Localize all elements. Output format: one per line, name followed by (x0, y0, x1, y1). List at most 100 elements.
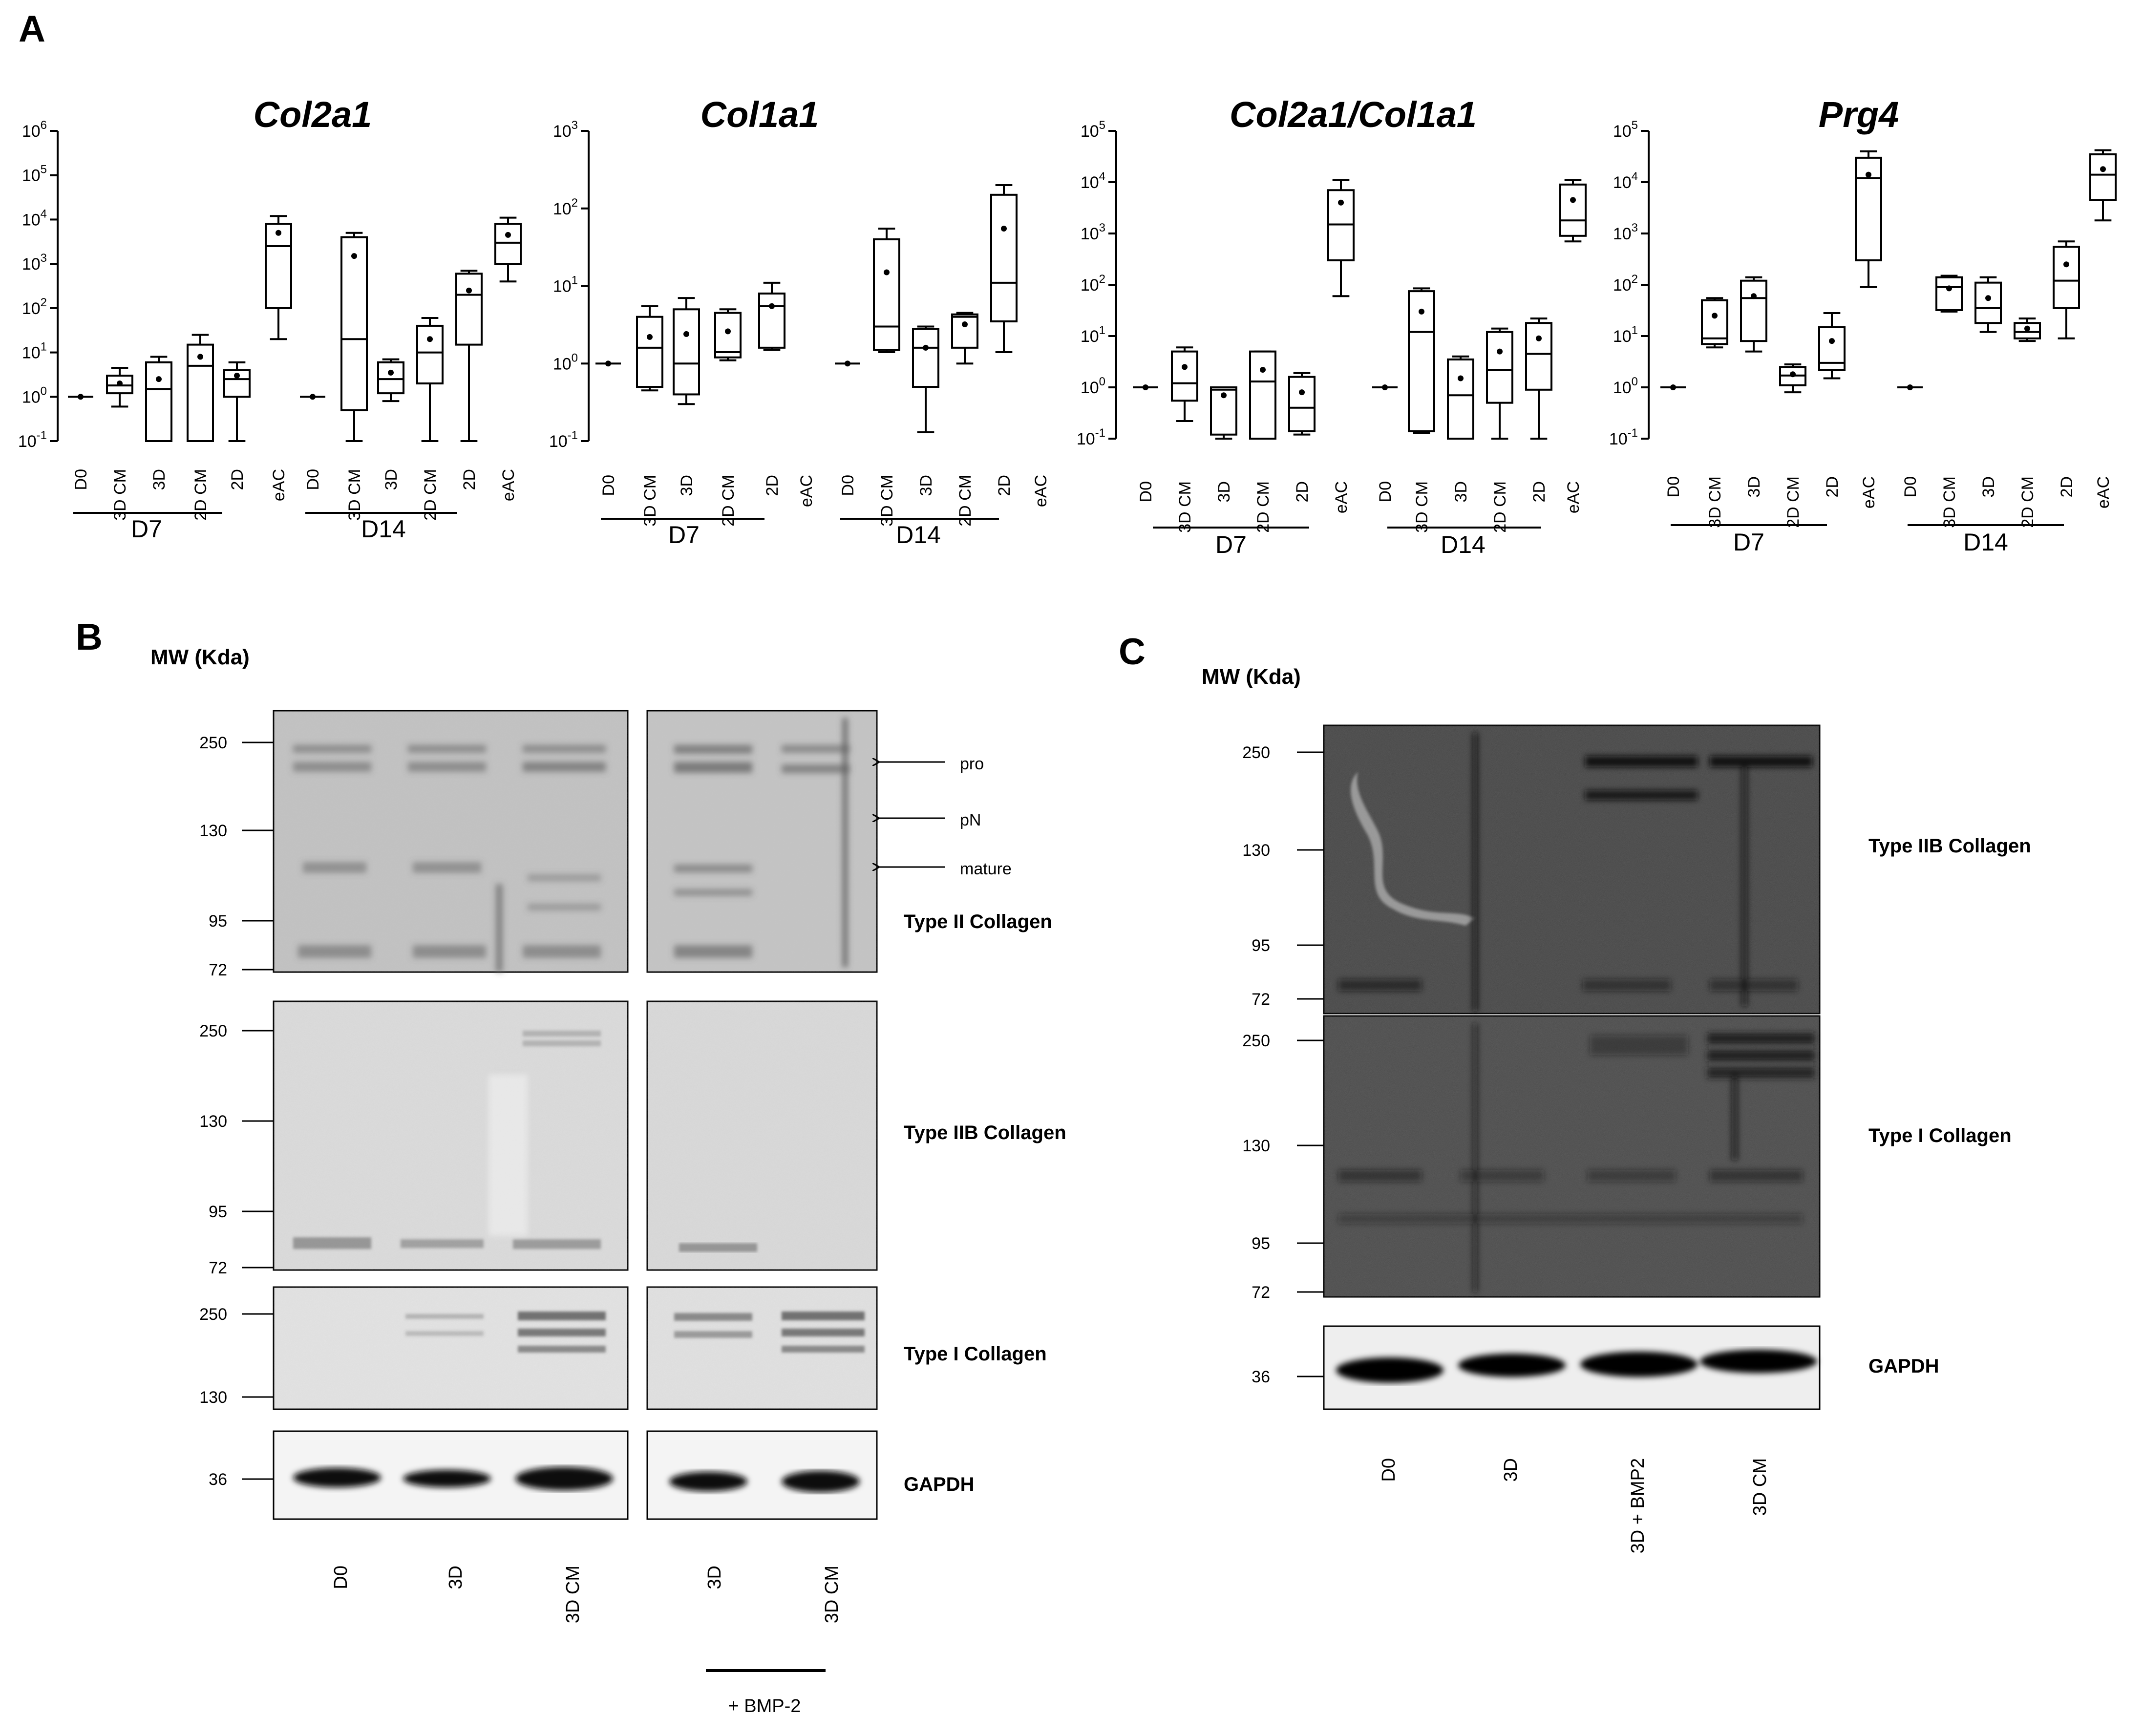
iqr-box (1486, 331, 1513, 404)
category-label: 2D (1530, 481, 1549, 502)
y-tick-label: 104 (22, 207, 47, 229)
y-tick-label: 104 (1081, 170, 1105, 192)
mean-dot (2100, 166, 2106, 172)
box-0 (68, 394, 93, 400)
mean-dot (2024, 325, 2030, 332)
mean-dot (505, 232, 511, 238)
category-label: D0 (1137, 481, 1155, 502)
mw-label: 72 (1252, 1283, 1270, 1302)
mw-label: 130 (199, 1112, 227, 1131)
box-4 (1288, 372, 1316, 436)
mean-dot (78, 394, 84, 400)
y-tick-label: 102 (1081, 273, 1105, 295)
iqr-box (2053, 246, 2080, 309)
group-label: D14 (1963, 529, 2008, 556)
mean-dot (683, 331, 689, 337)
box-6 (300, 394, 325, 400)
box-9 (2014, 318, 2041, 342)
group-label: D7 (1215, 531, 1247, 558)
box-9 (951, 312, 978, 365)
lane-label: D0 (331, 1566, 351, 1589)
category-label: 2D CM (1784, 476, 1803, 528)
mw-label: 95 (1252, 936, 1270, 955)
lane-label: 3D (446, 1566, 466, 1589)
box-0 (1660, 384, 1686, 390)
y-tick-label: 103 (1081, 221, 1105, 243)
y-tick-label: 102 (1613, 273, 1638, 295)
mean-dot (234, 373, 240, 379)
chart-title: Col2a1/Col1a1 (1230, 94, 1477, 135)
mean-dot (1382, 384, 1388, 390)
box-11 (2089, 149, 2117, 222)
category-label: eAC (2094, 476, 2113, 508)
label-type2-collagen-b: Type II Collagen (904, 911, 1052, 932)
box-5 (1327, 179, 1355, 297)
y-tick-label: 103 (22, 252, 47, 274)
category-label: 2D (228, 469, 247, 490)
mean-dot (1570, 197, 1576, 203)
iqr-box (873, 238, 900, 351)
blot-c-type1 (1323, 1015, 1821, 1298)
box-11 (1559, 179, 1587, 243)
lane-label: 3D (1501, 1458, 1521, 1482)
box-0 (1133, 384, 1158, 390)
y-tick-label: 104 (1613, 170, 1638, 192)
mw-label: 250 (199, 1022, 227, 1040)
arrow-label-pn: pN (960, 811, 981, 829)
mean-dot (769, 303, 775, 309)
blot-c-gapdh (1323, 1325, 1821, 1410)
y-tick-label: 100 (553, 351, 578, 373)
box-1 (106, 367, 133, 408)
label-type2b-collagen-c: Type IIB Collagen (1868, 835, 2031, 857)
mw-header-c: MW (Kda) (1202, 665, 1301, 689)
iqr-box (340, 236, 368, 411)
box-3 (187, 334, 214, 442)
category-label: eAC (1032, 475, 1050, 507)
label-gapdh-b: GAPDH (904, 1474, 974, 1495)
category-label: D0 (1901, 476, 1920, 497)
mean-dot (388, 369, 394, 376)
category-label: D0 (599, 475, 618, 496)
lane-label: 3D CM (563, 1566, 583, 1623)
y-tick-label: 101 (1613, 324, 1638, 346)
blot-b-type2b-right (646, 1000, 878, 1271)
y-tick-label: 10-1 (1609, 426, 1638, 448)
y-tick-label: 10-1 (1077, 426, 1105, 448)
label-type1-collagen-b: Type I Collagen (904, 1343, 1047, 1365)
mean-dot (1985, 295, 1991, 301)
chart-2: Col2a1/Col1a1 10-1 100 101 102 103 104 105 D0 3D … (1077, 94, 1587, 558)
iqr-box (1974, 281, 2002, 324)
category-label: 2D (460, 469, 479, 490)
mean-dot (1907, 384, 1913, 390)
mw-label: 130 (199, 822, 227, 840)
box-8 (1974, 276, 2002, 333)
mean-dot (647, 334, 653, 340)
panel-label-b: B (76, 616, 103, 658)
mw-label: 36 (1252, 1368, 1270, 1386)
mean-dot (1712, 313, 1718, 319)
box-10 (455, 270, 483, 442)
category-label: eAC (499, 469, 518, 501)
mean-dot (351, 253, 357, 259)
category-label: 2D CM (1254, 481, 1273, 533)
mean-dot (884, 269, 890, 275)
mean-dot (117, 380, 123, 386)
category-label: D0 (1664, 476, 1683, 497)
blot-c-mw-markers: 250 130 95 72 250 130 95 72 36 (1242, 743, 1324, 1386)
category-label: D0 (72, 469, 90, 490)
lane-label: D0 (1379, 1458, 1399, 1482)
iqr-box (636, 316, 663, 388)
iqr-box (2014, 322, 2041, 339)
category-label: 3D (382, 469, 401, 490)
mw-label: 250 (1242, 1032, 1270, 1050)
box-10 (2053, 240, 2080, 339)
mw-label: 36 (209, 1470, 227, 1489)
y-tick-label: 105 (1081, 119, 1105, 141)
iqr-box (990, 193, 1018, 322)
iqr-box (2089, 153, 2117, 201)
iqr-box (187, 343, 214, 442)
chart-3: Prg4 10-1 100 101 102 103 104 105 D0 3D CM 3D 2D CM… (1609, 94, 2117, 556)
mean-dot (1946, 285, 1952, 292)
mean-dot (1536, 335, 1542, 341)
